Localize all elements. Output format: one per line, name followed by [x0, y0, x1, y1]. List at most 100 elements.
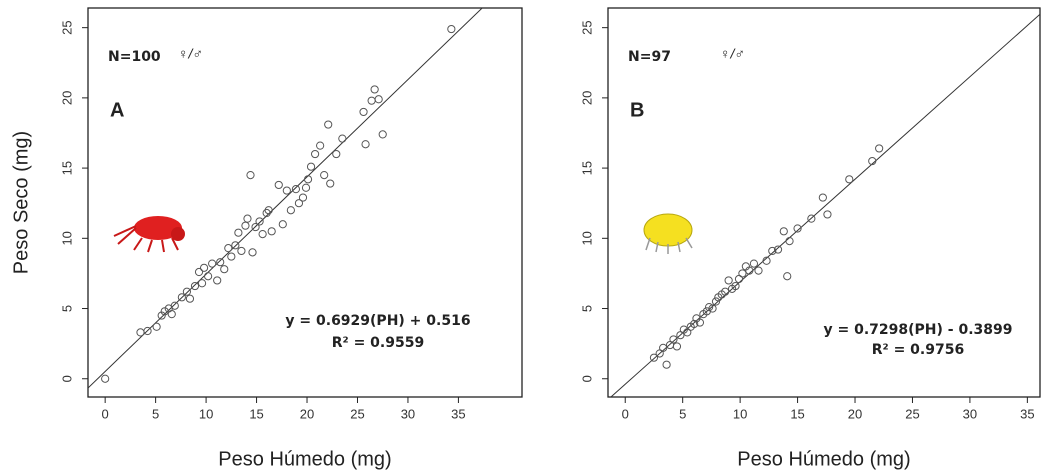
point — [301, 183, 311, 192]
point — [793, 224, 802, 233]
y-tick-label: 0 — [59, 375, 74, 382]
x-axis-label: Peso Húmedo (mg) — [218, 448, 391, 470]
point — [243, 214, 252, 223]
point — [208, 259, 217, 268]
point — [845, 175, 854, 184]
point — [185, 294, 195, 303]
point — [738, 269, 747, 278]
x-tick-label: 25 — [350, 406, 364, 421]
point — [773, 245, 783, 254]
point — [659, 343, 668, 352]
point — [807, 214, 816, 223]
point — [258, 229, 267, 239]
sex-symbols: ♀/♂ — [178, 46, 203, 62]
point — [255, 217, 264, 226]
x-tick-label: 10 — [733, 406, 747, 421]
point — [649, 353, 659, 362]
point — [662, 360, 671, 369]
point — [310, 149, 320, 159]
point — [708, 304, 717, 313]
y-tick-label: 25 — [579, 20, 594, 34]
point — [303, 175, 313, 184]
point — [213, 276, 222, 285]
x-tick-label: 10 — [199, 406, 213, 421]
x-tick-label: 35 — [1020, 406, 1034, 421]
point — [762, 256, 771, 265]
point — [264, 206, 273, 215]
x-tick-label: 15 — [790, 406, 804, 421]
point — [167, 310, 176, 319]
point — [669, 335, 678, 344]
point — [267, 227, 276, 236]
point — [332, 149, 341, 159]
red-amphipod — [113, 216, 185, 253]
point — [170, 301, 179, 310]
r-squared: R² = 0.9756 — [872, 342, 964, 358]
y-tick-label: 20 — [579, 91, 594, 105]
point — [220, 265, 229, 274]
point — [234, 228, 243, 237]
plot-area — [88, 8, 483, 389]
point — [875, 144, 884, 153]
x-tick-label: 25 — [905, 406, 919, 421]
y-tick-label: 20 — [59, 91, 74, 105]
point — [768, 246, 777, 256]
point — [754, 266, 763, 275]
y-tick-label: 25 — [59, 20, 74, 34]
x-axis-label: Peso Húmedo (mg) — [737, 448, 910, 470]
point — [695, 318, 705, 327]
panel-label: A — [110, 99, 124, 121]
point — [818, 193, 827, 202]
y-tick-label: 15 — [579, 161, 594, 175]
point — [227, 252, 236, 261]
x-tick-label: 0 — [622, 406, 629, 421]
x-tick-label: 20 — [848, 406, 862, 421]
point — [370, 85, 379, 94]
point — [721, 287, 730, 296]
point — [251, 222, 260, 232]
plot-area — [610, 13, 1040, 397]
point — [246, 171, 255, 180]
y-axis-label: Peso Seco (mg) — [10, 131, 32, 274]
x-tick-label: 30 — [963, 406, 977, 421]
point — [359, 107, 368, 117]
regression-line — [610, 13, 1040, 397]
point — [160, 307, 169, 316]
point — [361, 140, 370, 149]
point — [306, 162, 316, 171]
r-squared: R² = 0.9559 — [332, 335, 424, 351]
x-tick-label: 35 — [451, 406, 465, 421]
x-tick-label: 5 — [679, 406, 686, 421]
point — [216, 258, 225, 267]
y-tick-label: 15 — [59, 161, 74, 175]
point — [823, 210, 832, 219]
x-tick-label: 0 — [102, 406, 109, 421]
panel-label: B — [630, 99, 644, 121]
point — [447, 24, 456, 34]
point — [274, 180, 283, 190]
point — [672, 342, 682, 351]
point — [182, 287, 192, 296]
sample-size: N=97 — [628, 49, 671, 65]
point — [779, 227, 788, 236]
point — [338, 134, 347, 143]
point — [282, 186, 291, 195]
plot-frame — [607, 7, 1041, 398]
y-tick-label: 5 — [59, 305, 74, 312]
sample-size: N=100 — [108, 49, 161, 65]
point — [298, 193, 308, 202]
point — [291, 185, 301, 194]
point — [868, 156, 877, 166]
regression-line — [88, 8, 483, 389]
x-tick-label: 30 — [401, 406, 415, 421]
x-tick-label: 5 — [152, 406, 159, 421]
point — [745, 266, 754, 275]
x-tick-label: 15 — [249, 406, 263, 421]
y-tick-label: 10 — [579, 231, 594, 245]
point — [731, 281, 740, 291]
equation: y = 0.6929(PH) + 0.516 — [285, 313, 470, 329]
point — [197, 279, 207, 288]
point — [177, 293, 186, 302]
point — [690, 319, 699, 329]
